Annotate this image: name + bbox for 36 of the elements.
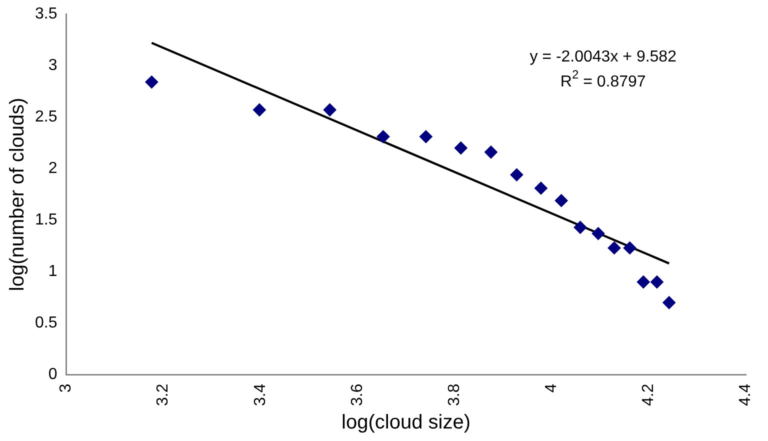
point: [608, 241, 621, 254]
point: [484, 146, 498, 159]
point: [419, 130, 432, 144]
y-tick-label: 3.5: [34, 5, 58, 22]
x-tick-label: 3: [58, 384, 75, 393]
x-tick-label: 3.2: [154, 384, 172, 406]
point: [510, 168, 524, 182]
y-tick-label: 1: [48, 263, 58, 280]
y-tick-label: 1.5: [34, 212, 58, 229]
point: [574, 220, 587, 234]
point: [252, 103, 266, 116]
y-tick-label: 0: [48, 366, 58, 384]
point: [454, 141, 468, 154]
y-tick-label: 0.5: [34, 314, 58, 332]
y-tick-label: 2: [48, 160, 58, 178]
point: [554, 194, 568, 208]
point: [636, 275, 650, 288]
x-tick-label: 4: [543, 384, 560, 393]
x-tick-label: 4.4: [737, 384, 754, 406]
x-axis-title: log(cloud size): [342, 412, 470, 434]
x-tick-label: 3.4: [252, 384, 269, 406]
y-tick-label: 3: [48, 56, 58, 74]
point: [623, 241, 636, 254]
point: [145, 76, 158, 89]
x-tick-label: 3.6: [348, 384, 366, 406]
x-tick-label: 4.2: [640, 384, 658, 406]
x-tick-label: 3.8: [446, 384, 463, 406]
point: [662, 296, 676, 310]
y-axis-title: log(number of clouds): [6, 98, 29, 292]
point: [592, 227, 605, 240]
annotation: y = -2.0043x + 9.582: [530, 48, 677, 66]
point: [323, 103, 336, 116]
point: [376, 130, 390, 144]
y-tick-label: 2.5: [34, 108, 58, 126]
point: [650, 275, 664, 288]
point: [534, 182, 548, 195]
